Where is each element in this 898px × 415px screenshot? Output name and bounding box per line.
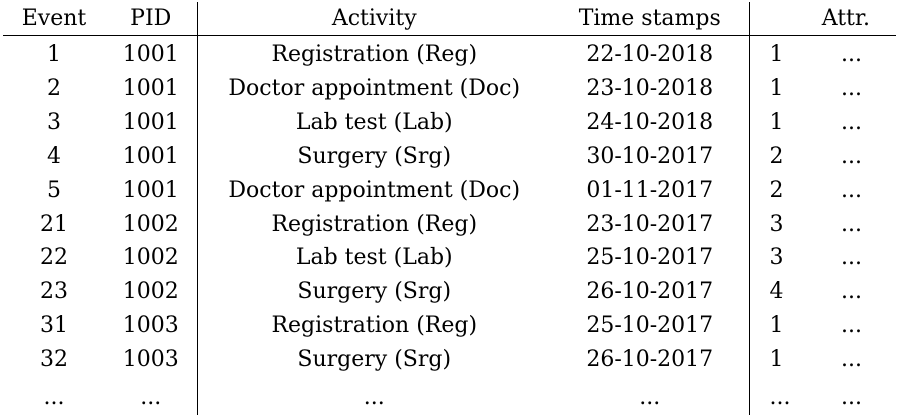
header-timestamps: Time stamps — [551, 2, 750, 36]
cell-activity: Lab test (Lab) — [295, 109, 453, 135]
cell-attr: ... — [841, 143, 862, 169]
table-row: 22 1002 Lab test (Lab) 25-10-2017 3 ... — [3, 241, 896, 276]
cell-event: 23 — [40, 279, 68, 305]
cell-event: 2 — [47, 75, 61, 101]
cell-event: 3 — [47, 109, 61, 135]
cell-attr: ... — [841, 385, 862, 411]
cell-activity: ... — [363, 385, 385, 411]
cell-group: 1 — [769, 109, 784, 135]
cell-activity: Registration (Reg) — [271, 313, 478, 339]
cell-pid: 1001 — [105, 71, 198, 106]
table-body: 1 1001 Registration (Reg) 22-10-2018 1 .… — [3, 35, 896, 415]
cell-activity: Surgery (Srg) — [297, 279, 452, 305]
header-attr: Attr. — [749, 2, 896, 36]
cell-activity: Lab test (Lab) — [295, 245, 453, 271]
table-row: 21 1002 Registration (Reg) 23-10-2017 3 … — [3, 207, 896, 242]
cell-pid: 1002 — [105, 241, 198, 276]
table-row: 5 1001 Doctor appointment (Doc) 01-11-20… — [3, 173, 896, 208]
cell-group: 1 — [769, 75, 784, 101]
cell-timestamp: 25-10-2017 — [551, 309, 750, 344]
cell-event: ... — [43, 385, 65, 411]
header-event: Event — [3, 2, 105, 36]
cell-activity: Surgery (Srg) — [297, 143, 452, 169]
cell-activity: Registration (Reg) — [271, 211, 478, 237]
cell-event: 4 — [47, 143, 61, 169]
cell-attr: ... — [841, 42, 862, 67]
event-log-table: Event PID Activity Time stamps Attr. 1 1… — [3, 2, 896, 415]
cell-pid: 1001 — [105, 35, 198, 72]
cell-group: 4 — [769, 279, 784, 305]
table-row: 1 1001 Registration (Reg) 22-10-2018 1 .… — [3, 35, 896, 72]
cell-group: 1 — [769, 347, 784, 373]
cell-timestamp: 22-10-2018 — [551, 35, 750, 72]
cell-event: 1 — [47, 42, 61, 67]
cell-group: ... — [769, 385, 791, 411]
cell-activity: Registration (Reg) — [271, 42, 478, 67]
cell-pid: 1001 — [105, 139, 198, 174]
cell-group: 2 — [769, 177, 784, 203]
cell-attr: ... — [841, 109, 862, 135]
cell-timestamp: ... — [551, 377, 750, 415]
cell-event: 31 — [40, 313, 68, 339]
cell-group: 2 — [769, 143, 784, 169]
cell-group: 1 — [769, 313, 784, 339]
table-row: 2 1001 Doctor appointment (Doc) 23-10-20… — [3, 71, 896, 106]
header-pid: PID — [105, 2, 198, 36]
cell-group: 3 — [769, 211, 784, 237]
header-activity: Activity — [197, 2, 551, 36]
cell-attr: ... — [841, 279, 862, 305]
cell-group: 1 — [769, 42, 784, 67]
cell-pid: 1001 — [105, 173, 198, 208]
cell-timestamp: 24-10-2018 — [551, 105, 750, 140]
cell-timestamp: 23-10-2017 — [551, 207, 750, 242]
cell-timestamp: 23-10-2018 — [551, 71, 750, 106]
cell-timestamp: 25-10-2017 — [551, 241, 750, 276]
cell-event: 21 — [40, 211, 68, 237]
cell-attr: ... — [841, 75, 862, 101]
cell-attr: ... — [841, 245, 862, 271]
cell-pid: 1003 — [105, 309, 198, 344]
table-row: 23 1002 Surgery (Srg) 26-10-2017 4 ... — [3, 275, 896, 310]
cell-event: 32 — [40, 347, 68, 373]
cell-pid: 1002 — [105, 275, 198, 310]
cell-timestamp: 26-10-2017 — [551, 343, 750, 378]
cell-activity: Surgery (Srg) — [297, 347, 452, 373]
cell-timestamp: 30-10-2017 — [551, 139, 750, 174]
cell-attr: ... — [841, 313, 862, 339]
cell-activity: Doctor appointment (Doc) — [228, 177, 521, 203]
cell-pid: 1003 — [105, 343, 198, 378]
table-row: ... ... ... ... ... ... — [3, 377, 896, 415]
cell-pid: ... — [105, 377, 198, 415]
table-row: 3 1001 Lab test (Lab) 24-10-2018 1 ... — [3, 105, 896, 140]
cell-timestamp: 26-10-2017 — [551, 275, 750, 310]
cell-attr: ... — [841, 177, 862, 203]
cell-event: 5 — [47, 177, 61, 203]
cell-attr: ... — [841, 347, 862, 373]
table-header: Event PID Activity Time stamps Attr. — [3, 2, 896, 36]
header-row: Event PID Activity Time stamps Attr. — [3, 2, 896, 36]
table-row: 31 1003 Registration (Reg) 25-10-2017 1 … — [3, 309, 896, 344]
cell-activity: Doctor appointment (Doc) — [228, 75, 521, 101]
cell-group: 3 — [769, 245, 784, 271]
cell-timestamp: 01-11-2017 — [551, 173, 750, 208]
cell-attr: ... — [841, 211, 862, 237]
table-row: 32 1003 Surgery (Srg) 26-10-2017 1 ... — [3, 343, 896, 378]
cell-pid: 1001 — [105, 105, 198, 140]
cell-pid: 1002 — [105, 207, 198, 242]
table-row: 4 1001 Surgery (Srg) 30-10-2017 2 ... — [3, 139, 896, 174]
cell-event: 22 — [40, 245, 68, 271]
